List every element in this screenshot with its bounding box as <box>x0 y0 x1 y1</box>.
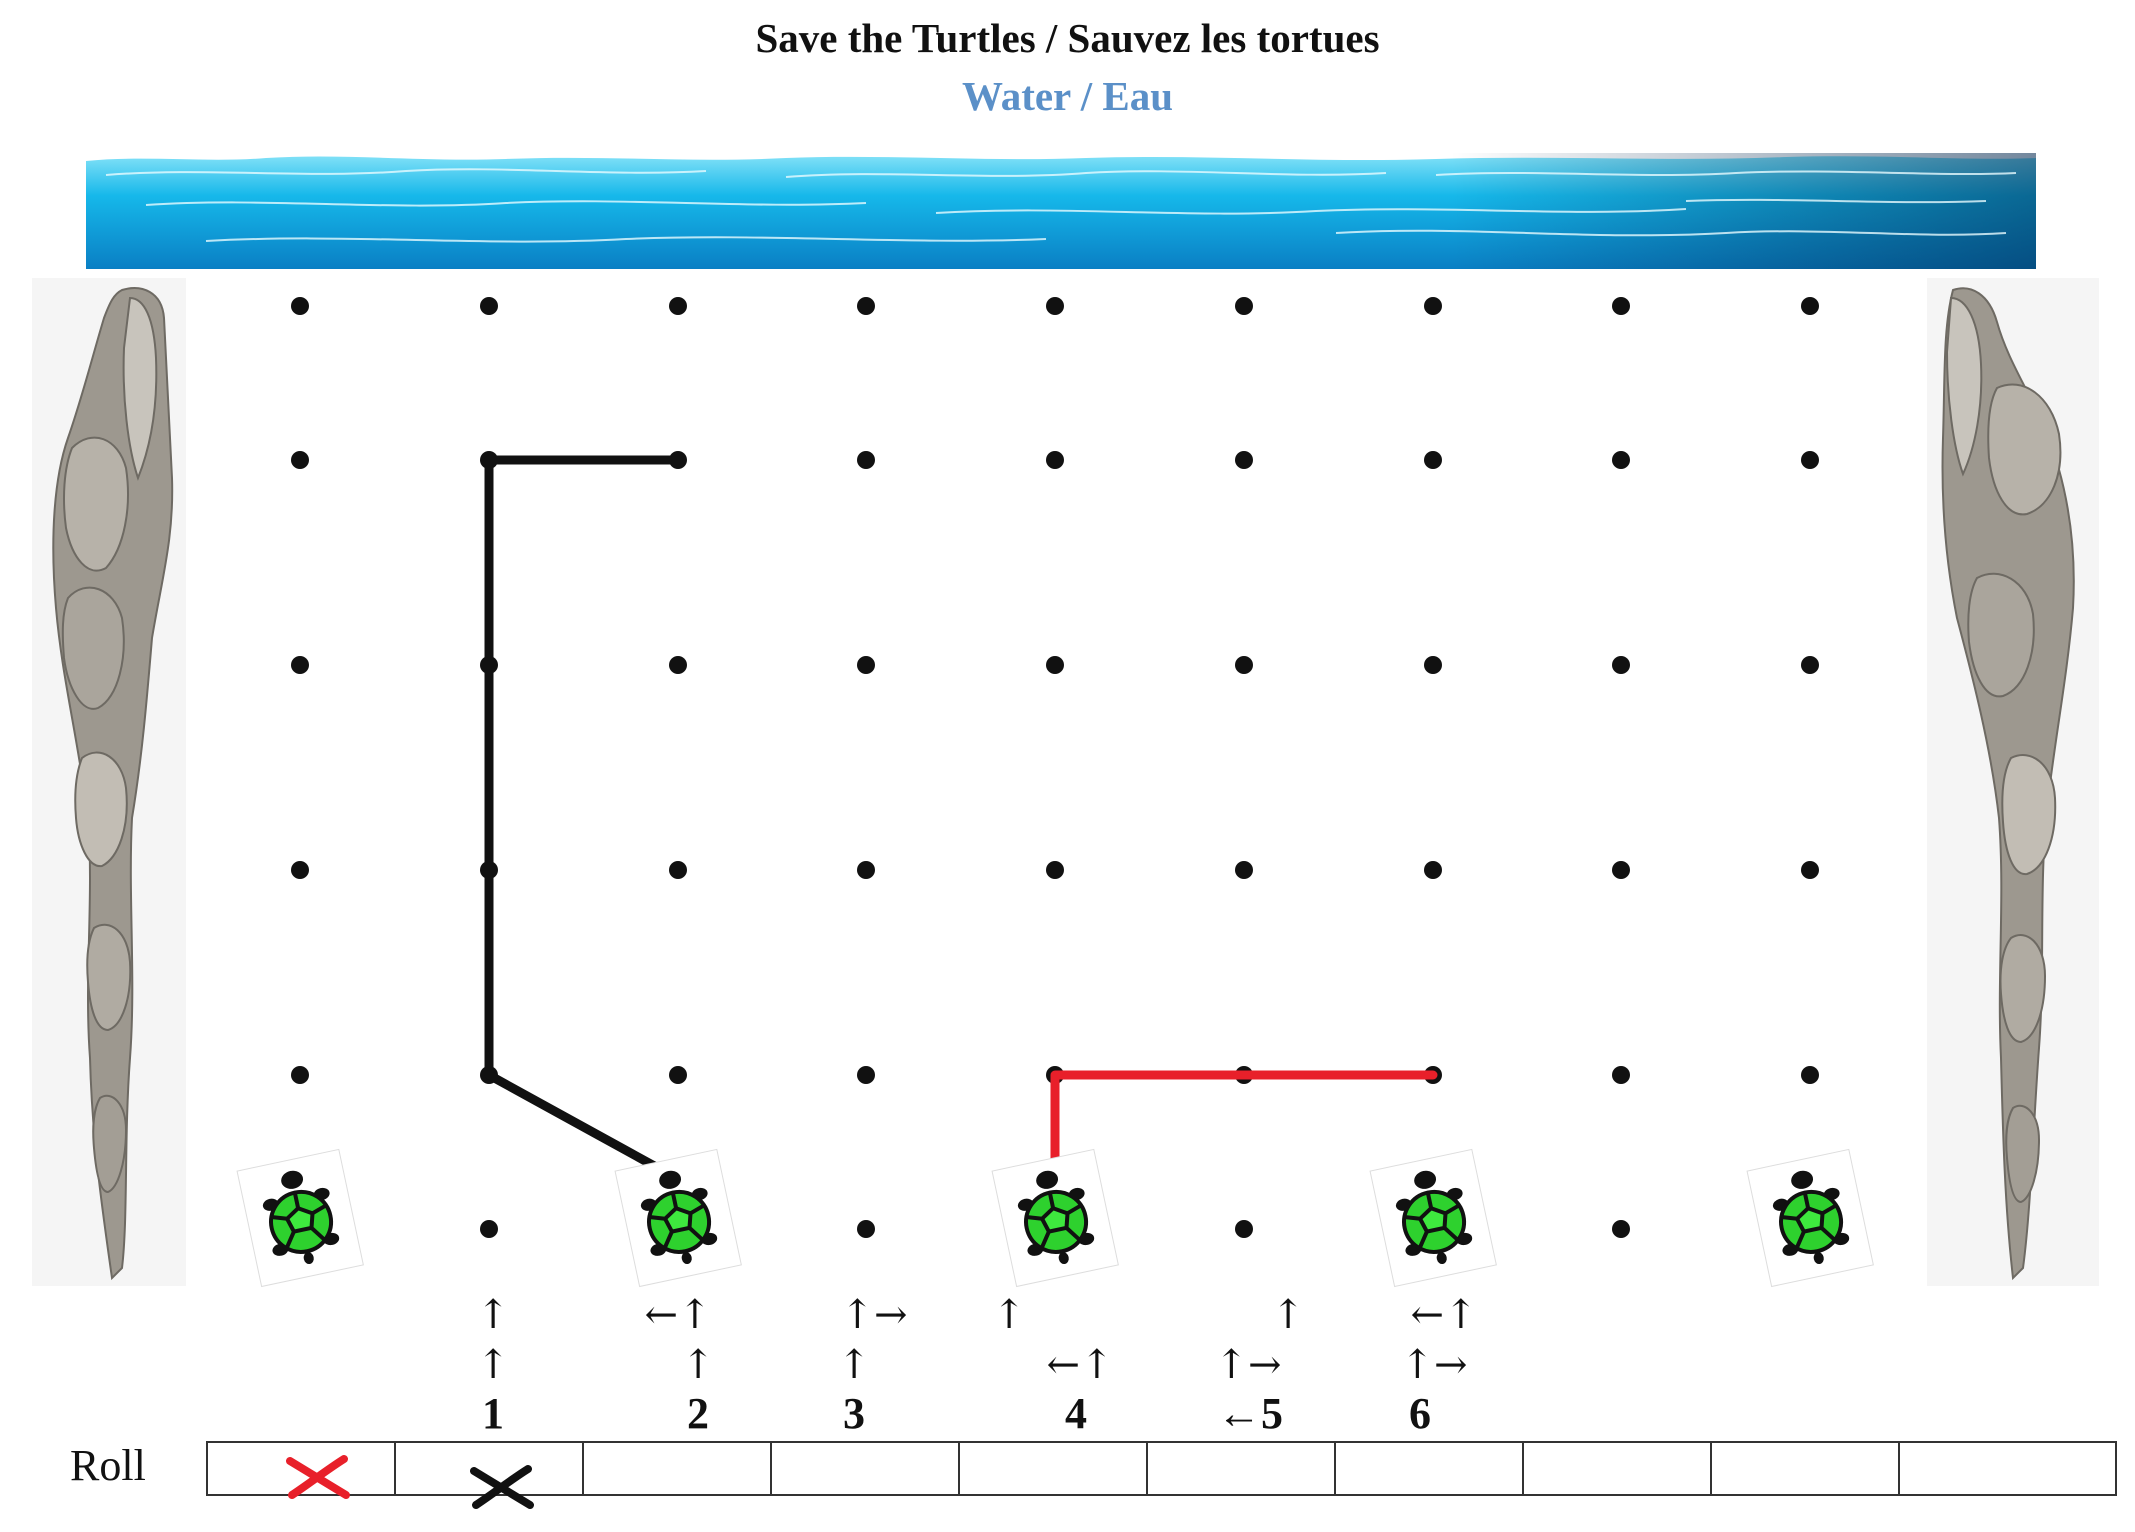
x-mark <box>286 1455 350 1499</box>
roll-cell[interactable] <box>396 1443 584 1509</box>
turtle-icon <box>991 1148 1119 1288</box>
hint-move-3-row1: ↑→ <box>840 1292 908 1338</box>
grid-dot <box>1612 297 1630 315</box>
grid-dot <box>857 451 875 469</box>
turtle-icon <box>1369 1148 1497 1288</box>
move-number-4: 4 <box>1065 1389 1087 1438</box>
grid-dot <box>1046 297 1064 315</box>
grid-dot <box>857 1066 875 1084</box>
hint-move-3-row2: ↑ <box>837 1342 871 1388</box>
grid-dot <box>291 1066 309 1084</box>
roll-cell[interactable] <box>1148 1443 1336 1494</box>
grid-dot <box>1424 297 1442 315</box>
move-number-1: 1 <box>482 1389 504 1438</box>
grid-dot <box>669 297 687 315</box>
rocks-left <box>32 278 186 1286</box>
roll-cell[interactable] <box>1900 1443 2117 1494</box>
grid-dot <box>1612 656 1630 674</box>
grid-dot <box>857 1220 875 1238</box>
roll-cell[interactable] <box>1336 1443 1524 1494</box>
move-number-3: 3 <box>843 1389 865 1438</box>
roll-cell[interactable] <box>960 1443 1148 1494</box>
grid-dot <box>480 1220 498 1238</box>
grid-dot <box>291 451 309 469</box>
hint-move-2-row1: ←↑ <box>644 1292 712 1338</box>
grid-dot <box>291 861 309 879</box>
grid-dot <box>1612 861 1630 879</box>
grid-dot <box>1235 451 1253 469</box>
hint-move-6-row1: ←↑ <box>1410 1292 1478 1338</box>
hint-move-4-row2: ←↑ <box>1046 1342 1114 1388</box>
red-path <box>1050 1070 1438 1184</box>
roll-cell[interactable] <box>1712 1443 1900 1494</box>
roll-cell[interactable] <box>208 1443 396 1499</box>
hint-move-1-row1: ↑ <box>476 1292 510 1338</box>
grid-dot <box>1235 861 1253 879</box>
grid-dot <box>1612 1066 1630 1084</box>
grid-dot <box>1235 656 1253 674</box>
hint-move-2-row2: ↑ <box>681 1342 715 1388</box>
grid-dot <box>1046 451 1064 469</box>
hint-move-5-row2: ↑→ <box>1214 1342 1282 1388</box>
water-label: Water / Eau <box>961 73 1174 119</box>
black-path <box>484 455 683 1184</box>
grid-dot <box>1801 451 1819 469</box>
turtle-icon <box>1746 1148 1874 1288</box>
grid-dot <box>1424 656 1442 674</box>
grid-dot <box>857 656 875 674</box>
grid-dot <box>1801 656 1819 674</box>
grid-dot <box>291 656 309 674</box>
grid-dot <box>1424 861 1442 879</box>
move-number-5: ←5 <box>1217 1389 1283 1438</box>
grid-dot <box>857 297 875 315</box>
grid-dot <box>1801 297 1819 315</box>
hint-move-5-row1: ↑ <box>1271 1292 1305 1338</box>
roll-cell[interactable] <box>584 1443 772 1494</box>
turtle-icon <box>236 1148 364 1288</box>
x-mark <box>470 1465 534 1509</box>
grid-dot <box>1046 656 1064 674</box>
turtle-icon <box>614 1148 742 1288</box>
grid-dot <box>1235 1220 1253 1238</box>
grid-dot <box>1424 451 1442 469</box>
hint-move-6-row2: ↑→ <box>1400 1342 1468 1388</box>
water-banner <box>86 153 2036 269</box>
grid-dot <box>1801 861 1819 879</box>
hint-move-4-row1: ↑ <box>992 1292 1026 1338</box>
grid-dot <box>291 297 309 315</box>
roll-label: Roll <box>70 1441 146 1490</box>
grid-dot <box>669 656 687 674</box>
grid-dot <box>480 297 498 315</box>
grid-dot <box>1612 1220 1630 1238</box>
grid-dot <box>1612 451 1630 469</box>
grid-dot <box>1046 861 1064 879</box>
roll-cell[interactable] <box>1524 1443 1712 1494</box>
grid-dot <box>1801 1066 1819 1084</box>
roll-tracker <box>206 1441 2117 1509</box>
hint-move-1-row2: ↑ <box>476 1342 510 1388</box>
page-title: Save the Turtles / Sauvez les tortues <box>755 15 1380 61</box>
grid-dot <box>1235 297 1253 315</box>
grid-dot <box>669 1066 687 1084</box>
grid-dot <box>669 861 687 879</box>
move-number-6: 6 <box>1409 1389 1431 1438</box>
rocks-right <box>1927 278 2099 1286</box>
move-number-2: 2 <box>687 1389 709 1438</box>
roll-cell[interactable] <box>772 1443 960 1494</box>
grid-dot <box>857 861 875 879</box>
